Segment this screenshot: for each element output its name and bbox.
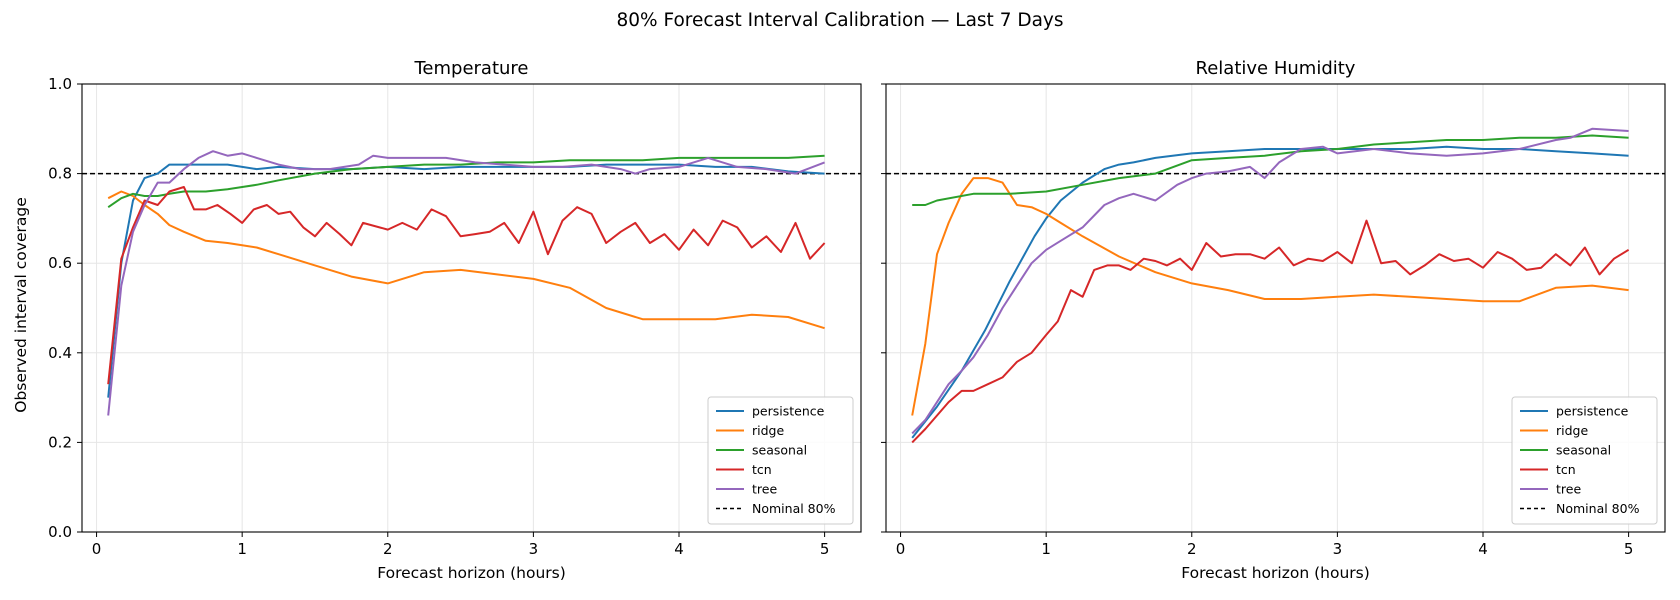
axes-frame: [81, 83, 862, 533]
y-tick-label: 0.8: [48, 165, 72, 183]
x-tick-label: 3: [529, 540, 539, 558]
legend-label: Nominal 80%: [1556, 501, 1640, 516]
x-tick-label: 4: [1478, 540, 1488, 558]
series-lines: [911, 127, 1630, 444]
x-tick-label: 5: [1624, 540, 1634, 558]
series-line-tcn: [107, 186, 826, 385]
legend: persistence ridge seasonal tcn tree Nominal 8…: [707, 396, 854, 525]
series-line-persistence: [911, 145, 1629, 439]
series-line-seasonal: [912, 134, 1629, 206]
humidity-panel: 0 1 2 3 4 5 Relative Humidity Forecast horizo…: [881, 58, 1666, 582]
y-tick-label: 0.6: [48, 254, 72, 272]
legend-box: [707, 396, 854, 525]
x-tick-label: 1: [237, 540, 247, 558]
series-line-tcn: [911, 219, 1630, 444]
legend-label: seasonal: [1556, 443, 1611, 458]
series-line-ridge: [107, 190, 825, 330]
legend-label: Nominal 80%: [752, 501, 836, 516]
x-tick-label: 2: [1187, 540, 1197, 558]
axis-ticks: 0 1 2 3 4 5 0.0 0.2 0.4 0.6 0.8 1.0: [48, 75, 829, 558]
panel-title: Relative Humidity: [1196, 58, 1356, 79]
series-lines: [107, 150, 826, 416]
y-tick-label: 0.0: [48, 523, 72, 541]
y-tick-label: 0.4: [48, 344, 72, 362]
x-tick-label: 0: [92, 540, 102, 558]
legend-label: seasonal: [752, 443, 807, 458]
x-tick-label: 2: [383, 540, 393, 558]
legend-label: ridge: [1556, 423, 1588, 438]
panel-title: Temperature: [413, 58, 528, 79]
legend-label: tree: [752, 482, 777, 497]
legend-label: ridge: [752, 423, 784, 438]
x-tick-label: 1: [1041, 540, 1051, 558]
temperature-panel: 0 1 2 3 4 5 0.0 0.2 0.4 0.6 0.8 1.0 Temperature For…: [48, 58, 862, 582]
y-tick-label: 1.0: [48, 75, 72, 93]
y-tick-label: 0.2: [48, 433, 72, 451]
legend-label: tree: [1556, 482, 1581, 497]
legend-box: [1511, 396, 1658, 525]
legend-label: tcn: [752, 462, 772, 477]
axis-ticks: 0 1 2 3 4 5: [881, 83, 1634, 558]
x-tick-label: 3: [1333, 540, 1343, 558]
legend-label: persistence: [752, 404, 825, 419]
legend-label: tcn: [1556, 462, 1576, 477]
x-tick-label: 0: [896, 540, 906, 558]
series-line-tree: [107, 150, 825, 416]
y-axis-label: Observed interval coverage: [12, 197, 30, 412]
x-tick-label: 4: [674, 540, 684, 558]
legend-label: persistence: [1556, 404, 1629, 419]
x-tick-label: 5: [820, 540, 830, 558]
legend: persistence ridge seasonal tcn tree Nominal 8…: [1511, 396, 1658, 525]
x-axis-label: Forecast horizon (hours): [1181, 564, 1370, 582]
series-line-seasonal: [107, 154, 825, 209]
x-axis-label: Forecast horizon (hours): [377, 564, 566, 582]
figure-suptitle: 80% Forecast Interval Calibration — Last…: [616, 10, 1063, 31]
axes-frame: [885, 83, 1666, 533]
series-line-tree: [911, 127, 1629, 435]
